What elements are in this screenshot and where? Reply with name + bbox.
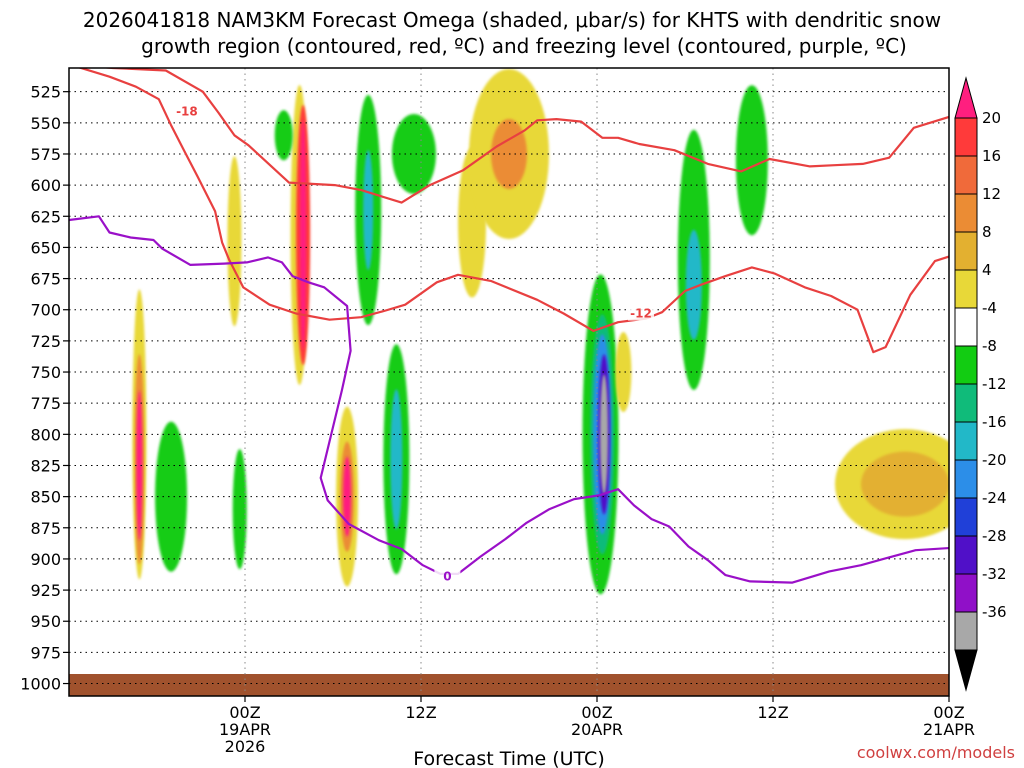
- colorbar-label-13: -36: [982, 603, 1007, 621]
- colorbar-swatch-10: [954, 497, 978, 537]
- y-tick-label-600: 600: [30, 176, 61, 195]
- credit-text: coolwx.com/models: [857, 743, 1015, 762]
- omega-shaded-region-28: [685, 229, 702, 340]
- omega-shaded-region-31: [861, 451, 949, 517]
- y-tick-label-850: 850: [30, 488, 61, 507]
- y-tick-label-925: 925: [30, 581, 61, 600]
- colorbar-swatch-1: [954, 155, 978, 195]
- colorbar-swatch-9: [954, 459, 978, 499]
- omega-shaded-region-6: [300, 119, 307, 350]
- colorbar-label-10: -24: [982, 489, 1007, 507]
- grid-layer: [69, 68, 949, 696]
- omega-shaded-region-14: [363, 150, 374, 271]
- colorbar-swatch-6: [954, 345, 978, 385]
- y-tick-label-550: 550: [30, 114, 61, 133]
- colorbar-bottom-triangle: [954, 649, 978, 692]
- y-tick-label-750: 750: [30, 363, 61, 382]
- colorbar-label-8: -16: [982, 413, 1007, 431]
- x-axis-label: Forecast Time (UTC): [413, 748, 604, 768]
- omega-shaded-region-3: [227, 156, 242, 327]
- contour-label-1: -12: [630, 306, 652, 320]
- colorbar-swatch-8: [954, 421, 978, 461]
- colorbar-label-0: 20: [982, 109, 1001, 127]
- omega-shaded-region-16: [390, 389, 403, 530]
- chart-title-line-2: growth region (contoured, red, ºC) and f…: [141, 34, 907, 58]
- omega-shaded-region-17: [391, 113, 436, 194]
- y-tick-label-675: 675: [30, 270, 61, 289]
- contour-line-2: [69, 215, 949, 584]
- contour-label-backdrop-1: [628, 305, 654, 321]
- contour-label-2: 0: [443, 569, 451, 583]
- y-tick-label-575: 575: [30, 145, 61, 164]
- y-tick-label-825: 825: [30, 456, 61, 475]
- colorbar-label-9: -20: [982, 451, 1007, 469]
- colorbar-swatch-13: [954, 611, 978, 651]
- colorbar-label-12: -32: [982, 565, 1007, 583]
- terrain-ground-band: [69, 674, 949, 696]
- colorbar-swatch-0: [954, 117, 978, 157]
- omega-shaded-region-11: [155, 421, 188, 572]
- omega-shaded-region-10: [274, 110, 293, 161]
- colorbar-swatch-7: [954, 383, 978, 423]
- y-tick-label-800: 800: [30, 425, 61, 444]
- contour-label-backdrop-0: [173, 103, 200, 119]
- x-tick-label-0-2: 19APR: [219, 720, 271, 739]
- colorbar-label-3: 8: [982, 223, 992, 241]
- contour-label-0: -18: [176, 105, 198, 119]
- y-tick-label-975: 975: [30, 643, 61, 662]
- omega-shaded-region-25: [600, 374, 609, 495]
- y-tick-label-900: 900: [30, 550, 61, 569]
- x-tick-label-0-1: 00Z: [229, 703, 260, 722]
- x-tick-label-1-1: 12Z: [405, 703, 436, 722]
- x-tick-label-4-2: 21APR: [923, 720, 975, 739]
- contour-line-1: [77, 68, 949, 354]
- colorbar-label-2: 12: [982, 185, 1001, 203]
- omega-shaded-region-26: [615, 332, 632, 413]
- omega-shaded-region-29: [735, 85, 768, 236]
- y-tick-label-650: 650: [30, 238, 61, 257]
- chart-title-line-1: 2026041818 NAM3KM Forecast Omega (shaded…: [83, 8, 941, 32]
- omega-shading-layer: [132, 68, 949, 595]
- colorbar-label-6: -8: [982, 337, 997, 355]
- x-tick-label-3-1: 12Z: [757, 703, 788, 722]
- colorbar-label-4: 4: [982, 261, 992, 279]
- y-tick-label-625: 625: [30, 207, 61, 226]
- omega-shaded-region-9: [343, 456, 352, 537]
- colorbar-swatch-2: [954, 193, 978, 233]
- colorbar-swatch-3: [954, 231, 978, 271]
- colorbar-label-5: -4: [982, 299, 997, 317]
- y-tick-label-775: 775: [30, 394, 61, 413]
- contour-layer: -18 -12 0: [69, 68, 949, 584]
- contour-line-0: [99, 68, 949, 204]
- y-axis: 525 550 575 600 625 650 675 700 725 750 775 800 825 8…: [20, 83, 69, 694]
- plot-frame: [68, 67, 950, 697]
- x-tick-label-2-1: 00Z: [581, 703, 612, 722]
- colorbar-top-triangle: [954, 76, 978, 119]
- omega-shaded-region-2: [136, 390, 143, 541]
- y-tick-label-700: 700: [30, 301, 61, 320]
- colorbar: 20 16 12 8 4 -4 -8 -12 -16 -20 -24 -28 -32 -36: [954, 76, 1007, 692]
- colorbar-swatch-5: [954, 307, 978, 347]
- x-tick-label-4-1: 00Z: [933, 703, 964, 722]
- y-tick-label-525: 525: [30, 83, 61, 102]
- x-tick-label-0-3: 2026: [225, 737, 266, 756]
- colorbar-swatch-4: [954, 269, 978, 309]
- x-tick-label-2-2: 20APR: [571, 720, 623, 739]
- colorbar-swatch-11: [954, 535, 978, 575]
- colorbar-label-1: 16: [982, 147, 1001, 165]
- y-tick-label-725: 725: [30, 332, 61, 351]
- colorbar-label-7: -12: [982, 375, 1007, 393]
- contour-label-backdrop-2: [434, 568, 461, 584]
- y-tick-label-1000: 1000: [20, 675, 61, 694]
- omega-shaded-region-12: [232, 449, 247, 570]
- y-tick-label-950: 950: [30, 612, 61, 631]
- y-tick-label-875: 875: [30, 519, 61, 538]
- colorbar-swatch-12: [954, 573, 978, 613]
- colorbar-label-11: -28: [982, 527, 1007, 545]
